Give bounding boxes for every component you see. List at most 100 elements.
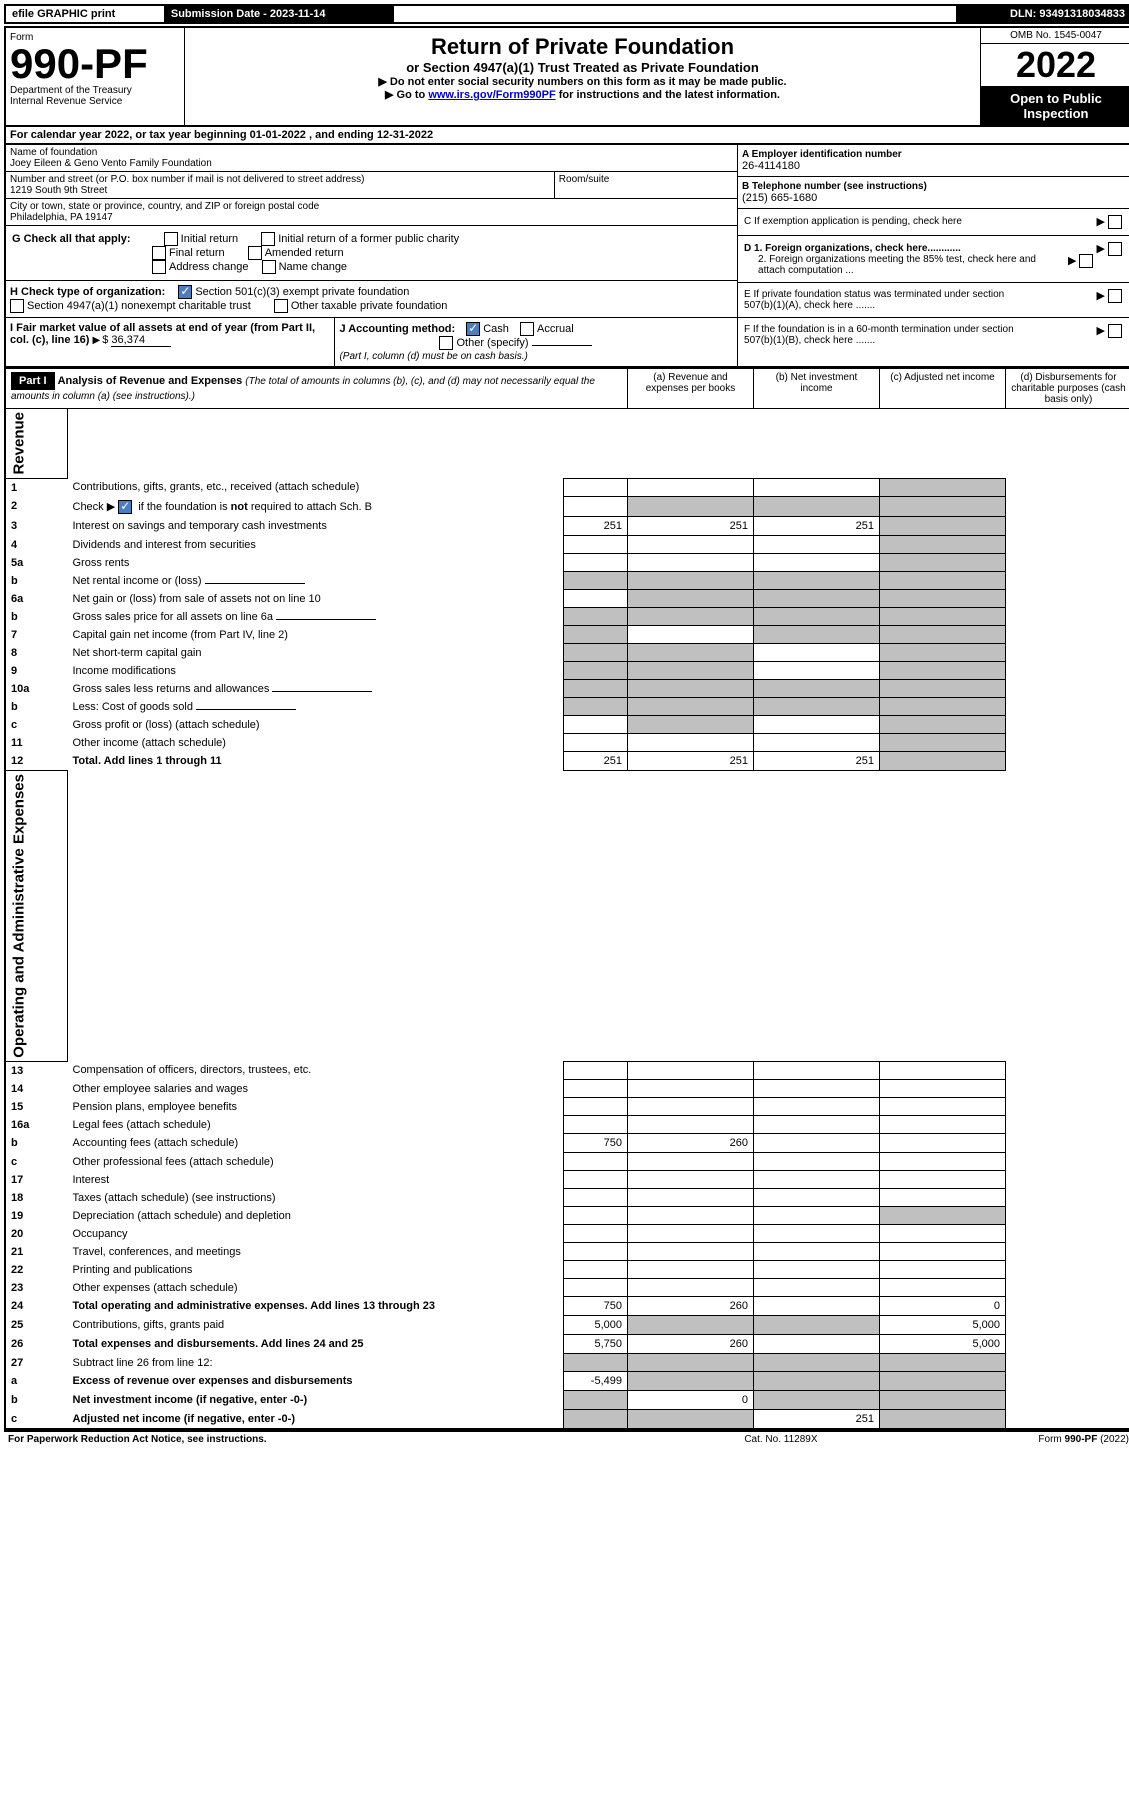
g-opt-1: Initial return of a former public charit…	[278, 233, 459, 245]
part1-label: Part I	[11, 372, 55, 390]
cell-a	[563, 478, 627, 497]
part1-table: Part I Analysis of Revenue and Expenses …	[4, 368, 1129, 1430]
schb-checkbox[interactable]	[118, 500, 132, 514]
cell-c	[754, 716, 880, 734]
other-method-checkbox[interactable]	[439, 336, 453, 350]
other-taxable-checkbox[interactable]	[274, 299, 288, 313]
irs-link[interactable]: www.irs.gov/Form990PF	[428, 89, 555, 101]
cell-b: 0	[628, 1391, 754, 1410]
table-row: aExcess of revenue over expenses and dis…	[5, 1372, 1129, 1391]
cell-a	[563, 1354, 627, 1372]
cell-d	[880, 1134, 1006, 1153]
cell-c	[754, 478, 880, 497]
cell-d	[880, 716, 1006, 734]
amended-checkbox[interactable]	[248, 246, 262, 260]
cell-b: 251	[628, 517, 754, 536]
line-number: 23	[5, 1279, 68, 1297]
table-row: 15Pension plans, employee benefits	[5, 1098, 1129, 1116]
f-checkbox[interactable]	[1108, 324, 1122, 338]
line-description: Legal fees (attach schedule)	[68, 1116, 564, 1134]
line-number: 11	[5, 734, 68, 752]
initial-former-checkbox[interactable]	[261, 232, 275, 246]
cell-d	[880, 1225, 1006, 1243]
table-row: 13Compensation of officers, directors, t…	[5, 1061, 1129, 1080]
city: Philadelphia, PA 19147	[10, 212, 733, 223]
cell-c	[754, 1061, 880, 1080]
cell-c	[754, 698, 880, 716]
d2-label: 2. Foreign organizations meeting the 85%…	[758, 254, 1038, 276]
cal-end: 12-31-2022	[377, 129, 433, 141]
cash-checkbox[interactable]	[466, 322, 480, 336]
g-opt-2: Final return	[169, 247, 225, 259]
accrual-checkbox[interactable]	[520, 322, 534, 336]
cell-a	[563, 536, 627, 554]
fmv-value: 36,374	[111, 334, 171, 347]
line-description: Taxes (attach schedule) (see instruction…	[68, 1189, 564, 1207]
cell-c	[754, 1134, 880, 1153]
table-row: bGross sales price for all assets on lin…	[5, 608, 1129, 626]
identification-block: Name of foundation Joey Eileen & Geno Ve…	[4, 145, 1129, 368]
instr-2: ▶ Go to www.irs.gov/Form990PF for instru…	[191, 88, 974, 101]
j-accrual: Accrual	[537, 323, 574, 335]
h-label: H Check type of organization:	[10, 286, 165, 298]
501c3-checkbox[interactable]	[178, 285, 192, 299]
line-number: c	[5, 1410, 68, 1430]
footer-left: For Paperwork Reduction Act Notice, see …	[4, 1431, 678, 1447]
line-number: 9	[5, 662, 68, 680]
cell-c	[754, 1098, 880, 1116]
cell-b	[628, 1261, 754, 1279]
f-label: F If the foundation is in a 60-month ter…	[744, 324, 1034, 346]
cell-c	[754, 572, 880, 590]
table-row: cAdjusted net income (if negative, enter…	[5, 1410, 1129, 1430]
submission-date: Submission Date - 2023-11-14	[164, 5, 393, 23]
cell-b	[628, 626, 754, 644]
line-number: b	[5, 1134, 68, 1153]
e-checkbox[interactable]	[1108, 289, 1122, 303]
cell-d	[880, 1153, 1006, 1171]
address-change-checkbox[interactable]	[152, 260, 166, 274]
telephone: (215) 665-1680	[742, 192, 1127, 204]
cell-d	[880, 734, 1006, 752]
initial-return-checkbox[interactable]	[164, 232, 178, 246]
d2-checkbox[interactable]	[1079, 254, 1093, 268]
cell-d	[880, 1279, 1006, 1297]
cell-d	[880, 1243, 1006, 1261]
cell-a: 251	[563, 752, 627, 771]
c-checkbox[interactable]	[1108, 215, 1122, 229]
table-row: 21Travel, conferences, and meetings	[5, 1243, 1129, 1261]
table-row: 16aLegal fees (attach schedule)	[5, 1116, 1129, 1134]
d1-label: D 1. Foreign organizations, check here..…	[744, 243, 961, 254]
cell-b	[628, 680, 754, 698]
cell-a	[563, 1391, 627, 1410]
table-row: 14Other employee salaries and wages	[5, 1080, 1129, 1098]
cell-c	[754, 1279, 880, 1297]
cell-d	[880, 1410, 1006, 1430]
cell-c	[754, 1354, 880, 1372]
cell-d	[880, 517, 1006, 536]
dln: DLN: 93491318034833	[957, 5, 1129, 23]
cell-a	[563, 1080, 627, 1098]
e-label: E If private foundation status was termi…	[744, 289, 1034, 311]
final-return-checkbox[interactable]	[152, 246, 166, 260]
table-row: 23Other expenses (attach schedule)	[5, 1279, 1129, 1297]
cell-b	[628, 1098, 754, 1116]
line-number: b	[5, 572, 68, 590]
cell-a	[563, 1116, 627, 1134]
cell-b: 260	[628, 1335, 754, 1354]
h-opt-2: Section 4947(a)(1) nonexempt charitable …	[27, 300, 251, 312]
cell-b	[628, 1080, 754, 1098]
cell-b	[628, 1153, 754, 1171]
cell-a	[563, 1261, 627, 1279]
4947-checkbox[interactable]	[10, 299, 24, 313]
name-change-checkbox[interactable]	[262, 260, 276, 274]
cell-c	[754, 497, 880, 517]
table-row: bNet investment income (if negative, ent…	[5, 1391, 1129, 1410]
col-d-header: (d) Disbursements for charitable purpose…	[1006, 369, 1129, 409]
d1-checkbox[interactable]	[1108, 242, 1122, 256]
instr-1: ▶ Do not enter social security numbers o…	[191, 75, 974, 88]
tel-label: B Telephone number (see instructions)	[742, 181, 1127, 192]
cell-c	[754, 1316, 880, 1335]
line-number: 6a	[5, 590, 68, 608]
cell-a: 750	[563, 1134, 627, 1153]
cell-d	[880, 662, 1006, 680]
